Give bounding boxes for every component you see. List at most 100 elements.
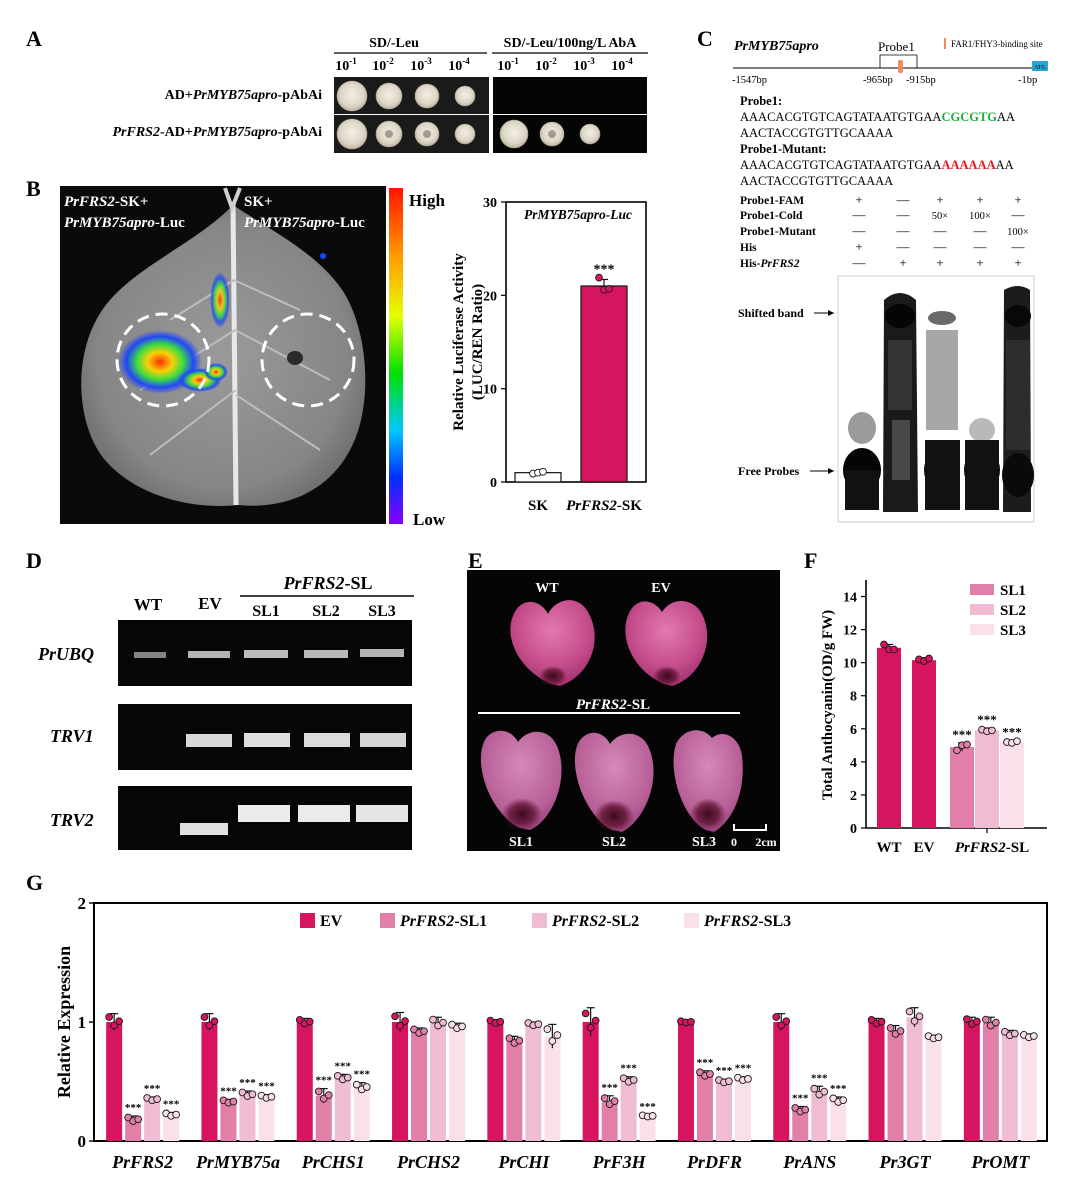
data-point — [172, 1110, 181, 1119]
data-point — [1010, 1029, 1019, 1038]
bar — [877, 647, 901, 828]
data-point — [600, 1094, 609, 1103]
x-tick-label: PrFRS2 — [111, 1152, 173, 1172]
y-tick-label: 10 — [483, 383, 497, 398]
petal-label-ev: EV — [651, 581, 670, 596]
data-point — [890, 645, 898, 654]
yeast-spot — [375, 82, 403, 110]
emsa-cell: + — [976, 255, 983, 270]
y-tick-label: 14 — [843, 591, 857, 606]
legend-label: PrFRS2-SL1 — [399, 913, 487, 930]
significance-label: *** — [735, 1063, 752, 1075]
bar — [620, 1080, 637, 1141]
dilution-label: 10-2 — [535, 56, 557, 74]
data-point — [439, 1018, 447, 1027]
data-point — [595, 273, 603, 282]
pos-1547: -1547bp — [732, 75, 767, 86]
emsa-cell: — — [933, 239, 948, 254]
x-tick-label: Pr3GT — [879, 1152, 932, 1172]
emsa-cell: — — [1011, 207, 1026, 222]
legend-swatch — [300, 913, 315, 928]
bar — [715, 1081, 732, 1141]
panel-letter-f: F — [804, 548, 817, 573]
yeast-spot-grid — [334, 77, 647, 153]
data-point — [981, 1015, 990, 1024]
dilution-label: 10-4 — [448, 56, 470, 74]
significance-label: *** — [316, 1075, 333, 1087]
legend-label: EV — [320, 913, 343, 930]
significance-label: *** — [163, 1098, 180, 1110]
pos-1: -1bp — [1018, 75, 1037, 86]
bar — [334, 1077, 351, 1141]
data-point — [963, 740, 971, 749]
legend-label: SL3 — [1000, 623, 1026, 639]
data-point — [515, 1036, 524, 1045]
data-point — [248, 1090, 257, 1099]
legend-label: SL2 — [1000, 603, 1026, 619]
data-point — [991, 1018, 1000, 1027]
bar — [887, 1031, 904, 1141]
y-tick-label: 0 — [78, 1132, 87, 1151]
gel-row-prubq: PrUBQ — [37, 644, 94, 664]
data-point — [915, 1012, 924, 1021]
significance-label: *** — [220, 1085, 237, 1097]
significance-label: *** — [594, 262, 615, 277]
dilution-label: 10-3 — [410, 56, 432, 74]
legend-swatch — [380, 913, 395, 928]
bar — [144, 1099, 161, 1141]
data-point — [972, 1017, 981, 1026]
bar — [811, 1092, 828, 1141]
panel-a-medium-2: SD/-Leu/100ng/L AbA — [504, 36, 638, 51]
gel-lane-sl2: SL2 — [312, 603, 340, 620]
plot-frame — [505, 201, 647, 483]
emsa-cell: + — [855, 192, 862, 207]
bar — [487, 1022, 504, 1141]
probe1-sequence-line2: AACTACCGTGTTGCAAAA — [740, 126, 893, 140]
bar — [430, 1023, 447, 1141]
free-probes-arrowhead — [828, 468, 834, 474]
data-point — [839, 1096, 848, 1105]
data-point — [229, 1097, 238, 1106]
legend-swatch — [532, 913, 547, 928]
yeast-spot-center — [385, 130, 393, 138]
bar — [125, 1119, 142, 1141]
legend-label: PrFRS2-SL2 — [551, 913, 639, 930]
significance-label: *** — [792, 1092, 809, 1104]
bar — [106, 1022, 123, 1141]
y-tick-label: 8 — [850, 690, 857, 705]
pos-965: -965bp — [863, 75, 893, 86]
panel-letter-g: G — [26, 870, 43, 895]
data-point — [314, 1087, 323, 1096]
significance-label: *** — [716, 1065, 733, 1077]
significance-label: *** — [977, 712, 997, 727]
data-point — [343, 1073, 352, 1082]
bar — [734, 1079, 751, 1141]
y-tick-label: 12 — [843, 624, 857, 639]
significance-label: *** — [601, 1082, 618, 1094]
bar — [580, 285, 628, 483]
data-point — [543, 1025, 552, 1033]
yeast-spot — [336, 118, 368, 150]
data-point — [134, 1115, 143, 1124]
emsa-cell: — — [933, 223, 948, 238]
bar — [163, 1114, 180, 1141]
mutant-heading: Probe1-Mutant: — [740, 142, 827, 156]
yeast-spot-center — [548, 130, 556, 138]
atg-box — [1032, 61, 1048, 71]
emsa-cell: + — [1014, 192, 1021, 207]
emsa-row-label: His-PrFRS2 — [740, 258, 800, 270]
data-point — [458, 1022, 466, 1031]
y-tick-label: 2 — [850, 789, 857, 804]
bar — [696, 1074, 713, 1141]
panel-letter-e: E — [468, 548, 483, 573]
petal-label-wt: WT — [535, 581, 559, 596]
emsa-cell: + — [1014, 255, 1021, 270]
significance-label: *** — [354, 1069, 371, 1081]
panel-letter-b: B — [26, 176, 41, 201]
data-point — [401, 1017, 409, 1025]
bar — [544, 1036, 561, 1141]
data-point — [801, 1105, 810, 1114]
data-point — [505, 1034, 514, 1043]
emsa-cell: — — [896, 223, 911, 238]
